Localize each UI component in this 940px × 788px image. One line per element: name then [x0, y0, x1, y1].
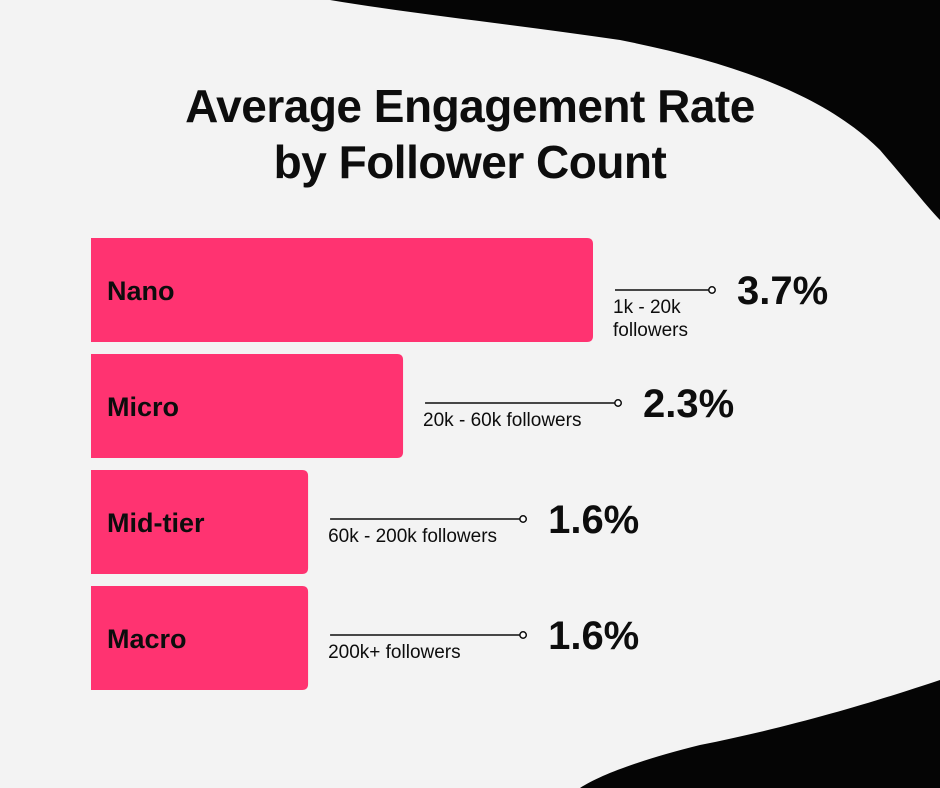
connector-dot-nano	[708, 286, 716, 294]
category-label-nano: Nano	[107, 276, 175, 306]
value-label-macro: 1.6%	[548, 614, 639, 658]
range-label-line: 60k - 200k followers	[328, 526, 497, 547]
connector-dot-micro	[614, 399, 623, 407]
connector-dot-macro	[519, 631, 528, 639]
top-right-blob	[330, 0, 940, 220]
range-label-line: followers	[613, 320, 688, 341]
range-label-line: 1k - 20k	[613, 297, 681, 318]
connector-dot-mid-tier	[519, 515, 528, 523]
range-label-micro: 20k - 60k followers	[423, 410, 581, 431]
bar-micro	[91, 354, 404, 458]
bar-macro	[91, 586, 309, 690]
bottom-right-blob	[580, 680, 940, 788]
chart-title: Average Engagement Rate by Follower Coun…	[0, 78, 940, 190]
category-label-macro: Macro	[107, 624, 187, 654]
range-label-mid-tier: 60k - 200k followers	[328, 526, 497, 547]
value-label-mid-tier: 1.6%	[548, 498, 639, 542]
category-label-mid-tier: Mid-tier	[107, 508, 205, 538]
range-label-line: 200k+ followers	[328, 642, 461, 663]
range-label-line: 20k - 60k followers	[423, 410, 581, 431]
title-line-1: Average Engagement Rate	[185, 80, 755, 132]
range-label-nano: 1k - 20k followers	[613, 297, 688, 341]
bar-mid-tier	[91, 470, 309, 574]
bar-nano	[91, 238, 593, 342]
value-label-micro: 2.3%	[643, 382, 734, 426]
range-label-macro: 200k+ followers	[328, 642, 461, 663]
value-label-nano: 3.7%	[737, 269, 828, 313]
title-line-2: by Follower Count	[273, 136, 667, 188]
category-label-micro: Micro	[107, 392, 179, 422]
